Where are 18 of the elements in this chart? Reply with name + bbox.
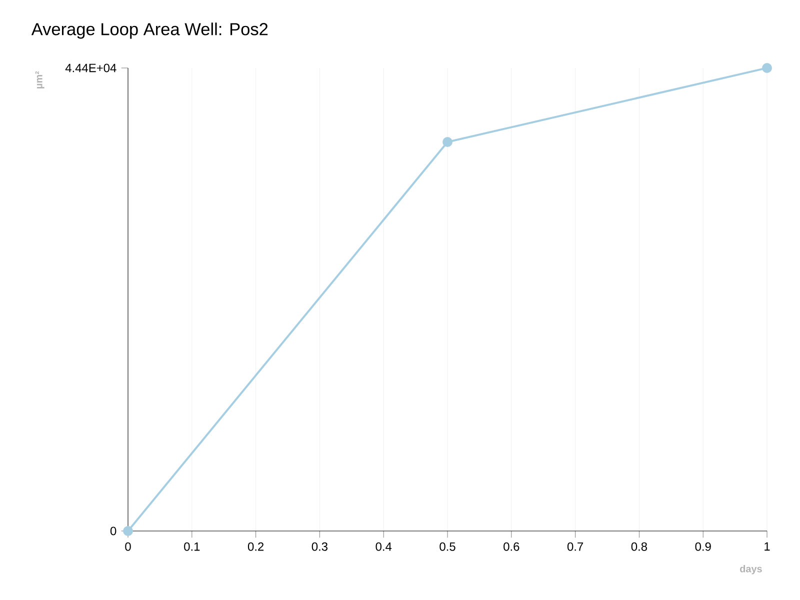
x-tick-label: 0.4: [376, 542, 392, 551]
x-axis-title: days: [740, 565, 762, 574]
x-tick-label: 0: [125, 542, 131, 551]
point: [123, 526, 133, 536]
x-tick-label: 0.1: [184, 542, 200, 551]
x-tick-label: 0.6: [504, 542, 520, 551]
chart-title: Average Loop Area Well: Pos2: [31, 22, 268, 39]
y-axis-title: µm²: [35, 71, 44, 88]
x-tick-label: 0.8: [631, 542, 647, 551]
x-tick-label: 0.3: [312, 542, 328, 551]
point: [442, 137, 452, 148]
x-tick-label: 0.2: [248, 542, 264, 551]
x-tick-label: 0.9: [695, 542, 711, 551]
x-tick-label: 1: [764, 542, 770, 551]
y-tick-label: 4.44E+04: [65, 64, 116, 72]
x-tick-label: 0.5: [440, 542, 456, 551]
x-tick-label: 0.7: [567, 542, 584, 551]
point: [762, 63, 772, 73]
